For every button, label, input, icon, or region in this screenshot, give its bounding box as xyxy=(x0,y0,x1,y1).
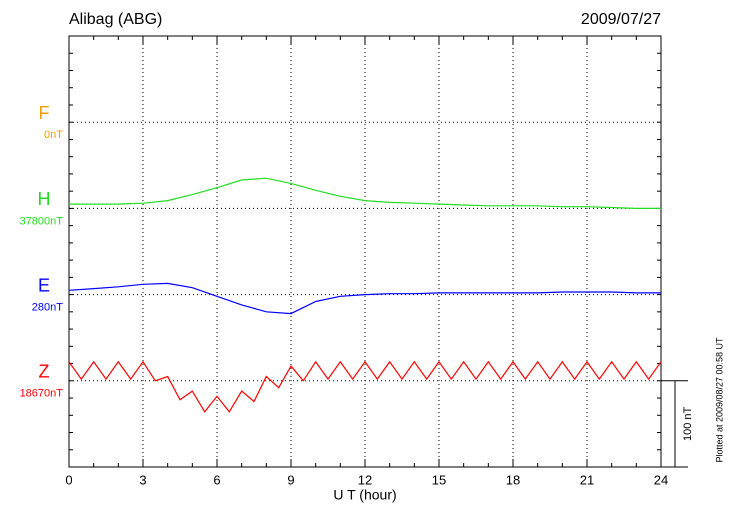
series-name: E xyxy=(38,275,50,295)
x-tick-label: 21 xyxy=(580,472,594,487)
chart-date: 2009/07/27 xyxy=(581,11,661,28)
x-tick-label: 18 xyxy=(506,472,520,487)
x-tick-label: 15 xyxy=(432,472,446,487)
x-tick-label: 0 xyxy=(65,472,72,487)
baseline-label: 0nT xyxy=(44,129,63,141)
baseline-label: 280nT xyxy=(32,302,63,314)
baseline-label: 37800nT xyxy=(20,215,64,227)
x-tick-label: 24 xyxy=(654,472,668,487)
x-tick-label: 9 xyxy=(287,472,294,487)
x-tick-label: 6 xyxy=(213,472,220,487)
plot-note: Plotted at 2009/08/27 00:58 UT xyxy=(714,337,724,463)
scale-bar-label: 100 nT xyxy=(682,406,694,441)
series-line xyxy=(69,177,661,209)
x-axis-label: U T (hour) xyxy=(333,487,396,503)
series-name: Z xyxy=(39,362,50,382)
series-line xyxy=(68,360,662,413)
x-tick-label: 3 xyxy=(139,472,146,487)
x-tick-label: 12 xyxy=(358,472,372,487)
series-line xyxy=(68,282,661,315)
series-name: F xyxy=(39,103,50,123)
baseline-label: 18670nT xyxy=(20,388,64,400)
chart-title: Alibag (ABG) xyxy=(69,11,162,28)
series-name: H xyxy=(38,189,51,209)
